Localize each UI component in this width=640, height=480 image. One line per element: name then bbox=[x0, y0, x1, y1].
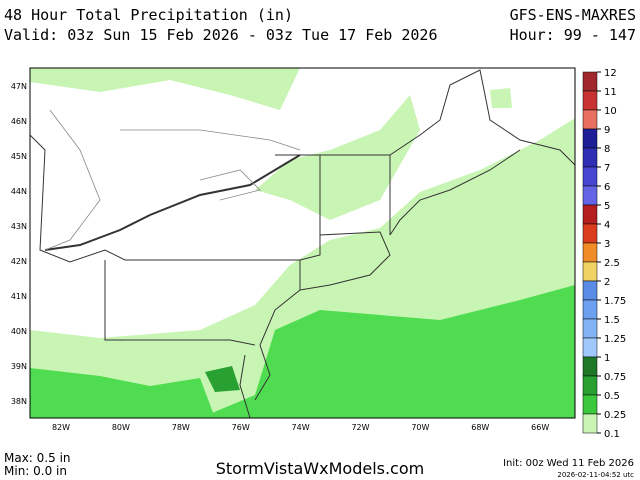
colorbar-segment bbox=[582, 413, 598, 434]
lon-label: 82W bbox=[52, 423, 70, 432]
colorbar-segment bbox=[582, 299, 598, 320]
colorbar-label: 2.5 bbox=[604, 258, 620, 269]
lat-label: 42N bbox=[11, 257, 27, 266]
lat-label: 38N bbox=[11, 397, 27, 406]
colorbar-segment bbox=[582, 261, 598, 282]
lon-label: 74W bbox=[292, 423, 310, 432]
lat-label: 46N bbox=[11, 117, 27, 126]
precip-0.1 bbox=[490, 88, 512, 108]
colorbar-segment bbox=[582, 356, 598, 377]
lon-label: 72W bbox=[351, 423, 369, 432]
stamp: 2026-02-11-04:52 utc bbox=[557, 471, 634, 479]
valid-time: Valid: 03z Sun 15 Feb 2026 - 03z Tue 17 … bbox=[4, 26, 437, 44]
colorbar-label: 9 bbox=[604, 125, 610, 136]
colorbar-segment bbox=[582, 375, 598, 396]
colorbar-segment bbox=[582, 223, 598, 244]
colorbar-segment bbox=[582, 337, 598, 358]
max: Max: 0.5 in bbox=[4, 451, 71, 465]
colorbar-segment bbox=[582, 109, 598, 130]
init: Init: 00z Wed 11 Feb 2026 bbox=[503, 458, 634, 469]
lon-label: 78W bbox=[172, 423, 190, 432]
colorbar-segment bbox=[582, 394, 598, 415]
precip-0.1 bbox=[255, 95, 420, 220]
boundaries bbox=[29, 69, 576, 419]
colorbar-label: 0.25 bbox=[604, 410, 626, 421]
colorbar-label: 3 bbox=[604, 239, 610, 250]
lon-label: 70W bbox=[411, 423, 429, 432]
map-frame bbox=[29, 67, 576, 419]
colorbar-segment bbox=[582, 90, 598, 111]
precip-0.1 bbox=[30, 68, 300, 110]
model: GFS-ENS-MAXRES bbox=[510, 6, 636, 24]
lat-label: 45N bbox=[11, 152, 27, 161]
colorbar-label: 8 bbox=[604, 144, 610, 155]
colorbar-segment bbox=[582, 71, 598, 92]
colorbar-label: 1.75 bbox=[604, 296, 626, 307]
lakes bbox=[44, 109, 301, 251]
colorbar-segment bbox=[582, 204, 598, 225]
lat-label: 43N bbox=[11, 222, 27, 231]
lat-label: 39N bbox=[11, 362, 27, 371]
hours: Hour: 99 - 147 bbox=[510, 26, 636, 44]
colorbar-segment bbox=[582, 166, 598, 187]
colorbar-label: 12 bbox=[604, 68, 617, 79]
colorbar-segment bbox=[582, 280, 598, 301]
colorbar-label: 2 bbox=[604, 277, 610, 288]
min: Min: 0.0 in bbox=[4, 464, 67, 478]
colorbar-label: 7 bbox=[604, 163, 610, 174]
colorbar-label: 1 bbox=[604, 353, 610, 364]
colorbar-label: 5 bbox=[604, 201, 610, 212]
colorbar-label: 1.5 bbox=[604, 315, 620, 326]
colorbar-label: 4 bbox=[604, 220, 610, 231]
lon-label: 80W bbox=[112, 423, 130, 432]
colorbar-segment bbox=[582, 128, 598, 149]
site: StormVistaWxModels.com bbox=[216, 459, 424, 478]
colorbar-label: 6 bbox=[604, 182, 610, 193]
precip-0.5 bbox=[205, 366, 240, 392]
colorbar-segment bbox=[582, 242, 598, 263]
precip-0.25 bbox=[30, 368, 215, 418]
lon-label: 68W bbox=[471, 423, 489, 432]
colorbar-label: 1.25 bbox=[604, 334, 626, 345]
colorbar-label: 10 bbox=[604, 106, 617, 117]
colorbar-label: 0.75 bbox=[604, 372, 626, 383]
lon-label: 76W bbox=[232, 423, 250, 432]
lat-label: 40N bbox=[11, 327, 27, 336]
map bbox=[29, 67, 576, 419]
colorbar-segment bbox=[582, 147, 598, 168]
colorbar-segment bbox=[582, 318, 598, 339]
lat-label: 47N bbox=[11, 82, 27, 91]
colorbar-label: 0.5 bbox=[604, 391, 620, 402]
colorbar-segment bbox=[582, 185, 598, 206]
title: 48 Hour Total Precipitation (in) bbox=[4, 6, 293, 24]
lat-label: 44N bbox=[11, 187, 27, 196]
lat-label: 41N bbox=[11, 292, 27, 301]
colorbar-label: 11 bbox=[604, 87, 617, 98]
colorbar-label: 0.1 bbox=[604, 429, 620, 440]
precip-0.25 bbox=[200, 285, 575, 418]
lon-label: 66W bbox=[531, 423, 549, 432]
